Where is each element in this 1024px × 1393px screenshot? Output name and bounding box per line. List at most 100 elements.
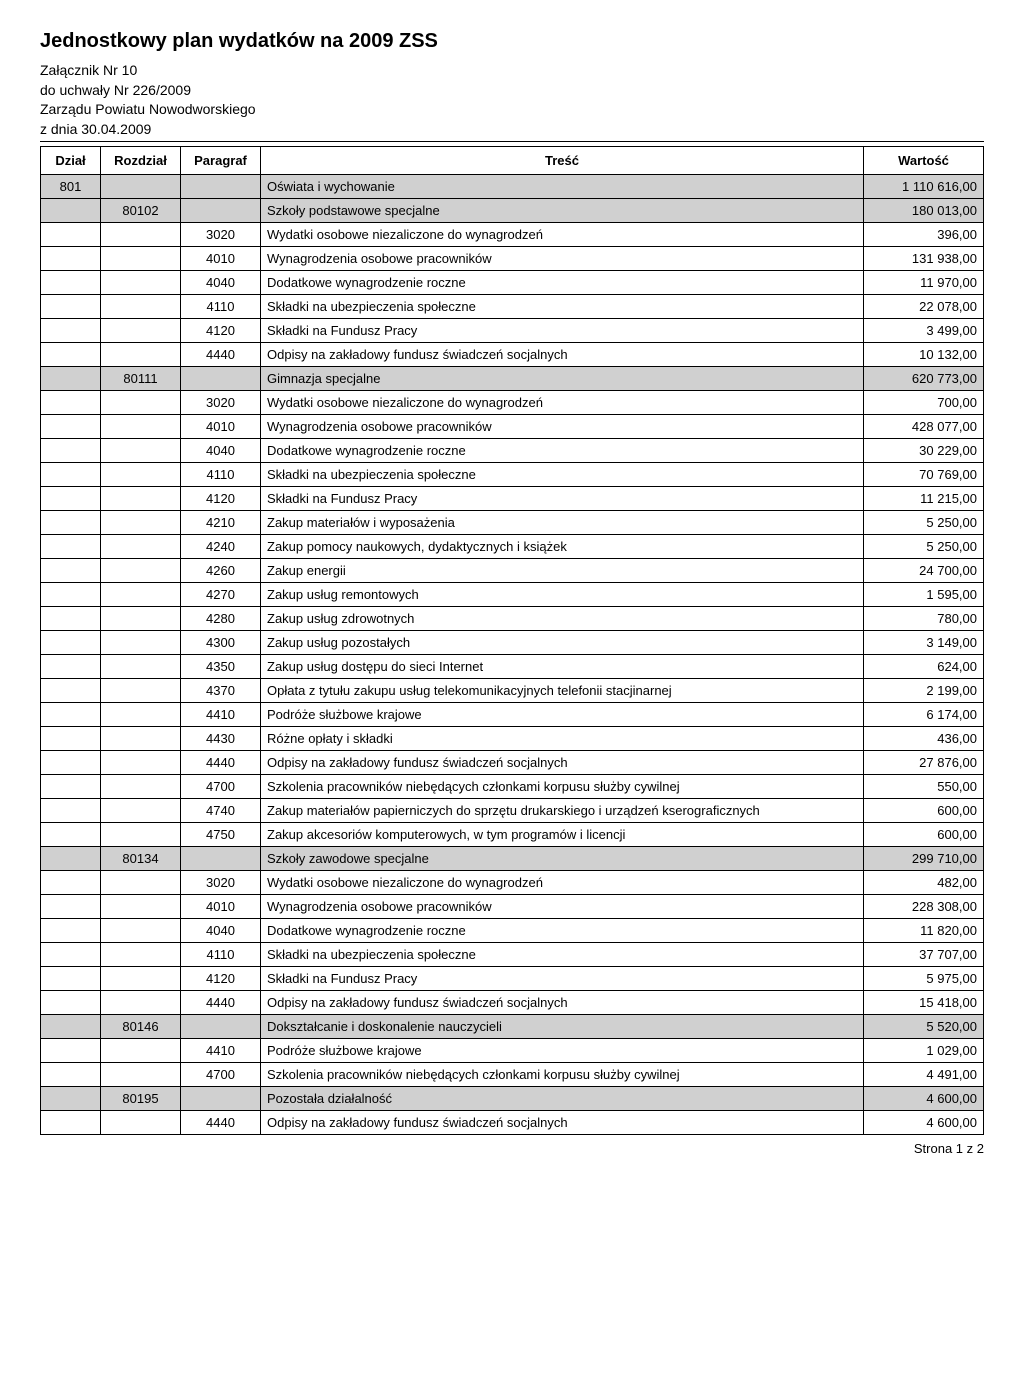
cell-dzial (41, 463, 101, 487)
table-row: 4120Składki na Fundusz Pracy5 975,00 (41, 967, 984, 991)
cell-wartosc: 15 418,00 (864, 991, 984, 1015)
cell-wartosc: 299 710,00 (864, 847, 984, 871)
cell-rozdzial (101, 535, 181, 559)
cell-wartosc: 5 250,00 (864, 511, 984, 535)
cell-paragraf: 4440 (181, 343, 261, 367)
cell-dzial (41, 1087, 101, 1111)
cell-dzial (41, 223, 101, 247)
cell-wartosc: 600,00 (864, 799, 984, 823)
cell-paragraf: 4010 (181, 895, 261, 919)
cell-tresc: Szkoły podstawowe specjalne (261, 199, 864, 223)
table-row: 4010Wynagrodzenia osobowe pracowników428… (41, 415, 984, 439)
cell-paragraf (181, 1015, 261, 1039)
cell-rozdzial: 80134 (101, 847, 181, 871)
cell-wartosc: 396,00 (864, 223, 984, 247)
cell-dzial (41, 847, 101, 871)
table-row: 80195Pozostała działalność4 600,00 (41, 1087, 984, 1111)
table-row: 4370Opłata z tytułu zakupu usług telekom… (41, 679, 984, 703)
cell-rozdzial (101, 583, 181, 607)
table-row: 4740Zakup materiałów papierniczych do sp… (41, 799, 984, 823)
cell-tresc: Odpisy na zakładowy fundusz świadczeń so… (261, 343, 864, 367)
cell-paragraf: 4120 (181, 319, 261, 343)
cell-rozdzial (101, 775, 181, 799)
cell-rozdzial (101, 895, 181, 919)
cell-rozdzial (101, 679, 181, 703)
table-row: 4010Wynagrodzenia osobowe pracowników131… (41, 247, 984, 271)
cell-wartosc: 11 970,00 (864, 271, 984, 295)
cell-wartosc: 428 077,00 (864, 415, 984, 439)
cell-dzial (41, 535, 101, 559)
table-row: 4750Zakup akcesoriów komputerowych, w ty… (41, 823, 984, 847)
page-title: Jednostkowy plan wydatków na 2009 ZSS (40, 30, 984, 53)
cell-paragraf: 4210 (181, 511, 261, 535)
cell-tresc: Zakup usług pozostałych (261, 631, 864, 655)
table-row: 4350Zakup usług dostępu do sieci Interne… (41, 655, 984, 679)
cell-dzial (41, 199, 101, 223)
cell-rozdzial (101, 655, 181, 679)
cell-rozdzial (101, 607, 181, 631)
cell-wartosc: 180 013,00 (864, 199, 984, 223)
cell-dzial (41, 391, 101, 415)
cell-tresc: Wydatki osobowe niezaliczone do wynagrod… (261, 391, 864, 415)
cell-dzial (41, 607, 101, 631)
cell-wartosc: 1 029,00 (864, 1039, 984, 1063)
cell-wartosc: 4 600,00 (864, 1087, 984, 1111)
cell-rozdzial (101, 271, 181, 295)
cell-dzial (41, 1063, 101, 1087)
cell-wartosc: 1 110 616,00 (864, 175, 984, 199)
table-row: 4120Składki na Fundusz Pracy3 499,00 (41, 319, 984, 343)
cell-wartosc: 482,00 (864, 871, 984, 895)
cell-tresc: Gimnazja specjalne (261, 367, 864, 391)
table-row: 4700Szkolenia pracowników niebędących cz… (41, 775, 984, 799)
cell-wartosc: 30 229,00 (864, 439, 984, 463)
cell-rozdzial: 80195 (101, 1087, 181, 1111)
cell-tresc: Dodatkowe wynagrodzenie roczne (261, 439, 864, 463)
table-row: 4110Składki na ubezpieczenia społeczne37… (41, 943, 984, 967)
cell-rozdzial (101, 823, 181, 847)
cell-wartosc: 600,00 (864, 823, 984, 847)
cell-dzial (41, 991, 101, 1015)
cell-rozdzial (101, 919, 181, 943)
cell-tresc: Składki na ubezpieczenia społeczne (261, 943, 864, 967)
cell-paragraf: 4300 (181, 631, 261, 655)
cell-dzial (41, 895, 101, 919)
cell-paragraf (181, 367, 261, 391)
cell-rozdzial (101, 391, 181, 415)
cell-tresc: Dokształcanie i doskonalenie nauczycieli (261, 1015, 864, 1039)
cell-tresc: Zakup usług dostępu do sieci Internet (261, 655, 864, 679)
cell-tresc: Składki na Fundusz Pracy (261, 487, 864, 511)
table-row: 4410Podróże służbowe krajowe6 174,00 (41, 703, 984, 727)
col-header-tresc: Treść (261, 147, 864, 175)
cell-paragraf: 4350 (181, 655, 261, 679)
table-row: 4260Zakup energii24 700,00 (41, 559, 984, 583)
page-footer: Strona 1 z 2 (40, 1141, 984, 1156)
cell-dzial (41, 679, 101, 703)
cell-tresc: Wynagrodzenia osobowe pracowników (261, 415, 864, 439)
cell-dzial (41, 631, 101, 655)
cell-rozdzial (101, 175, 181, 199)
cell-wartosc: 3 149,00 (864, 631, 984, 655)
cell-tresc: Odpisy na zakładowy fundusz świadczeń so… (261, 991, 864, 1015)
cell-rozdzial (101, 247, 181, 271)
cell-wartosc: 550,00 (864, 775, 984, 799)
cell-rozdzial (101, 319, 181, 343)
cell-paragraf: 4110 (181, 295, 261, 319)
table-row: 4010Wynagrodzenia osobowe pracowników228… (41, 895, 984, 919)
table-row: 4300Zakup usług pozostałych3 149,00 (41, 631, 984, 655)
cell-rozdzial (101, 1111, 181, 1135)
cell-wartosc: 11 820,00 (864, 919, 984, 943)
cell-dzial (41, 871, 101, 895)
table-row: 3020Wydatki osobowe niezaliczone do wyna… (41, 391, 984, 415)
cell-wartosc: 5 250,00 (864, 535, 984, 559)
cell-paragraf: 3020 (181, 223, 261, 247)
cell-dzial (41, 1015, 101, 1039)
cell-paragraf: 4750 (181, 823, 261, 847)
cell-dzial (41, 823, 101, 847)
cell-tresc: Zakup usług remontowych (261, 583, 864, 607)
cell-wartosc: 4 600,00 (864, 1111, 984, 1135)
table-row: 4410Podróże służbowe krajowe1 029,00 (41, 1039, 984, 1063)
cell-tresc: Opłata z tytułu zakupu usług telekomunik… (261, 679, 864, 703)
cell-dzial: 801 (41, 175, 101, 199)
table-row: 4440Odpisy na zakładowy fundusz świadcze… (41, 343, 984, 367)
cell-dzial (41, 967, 101, 991)
